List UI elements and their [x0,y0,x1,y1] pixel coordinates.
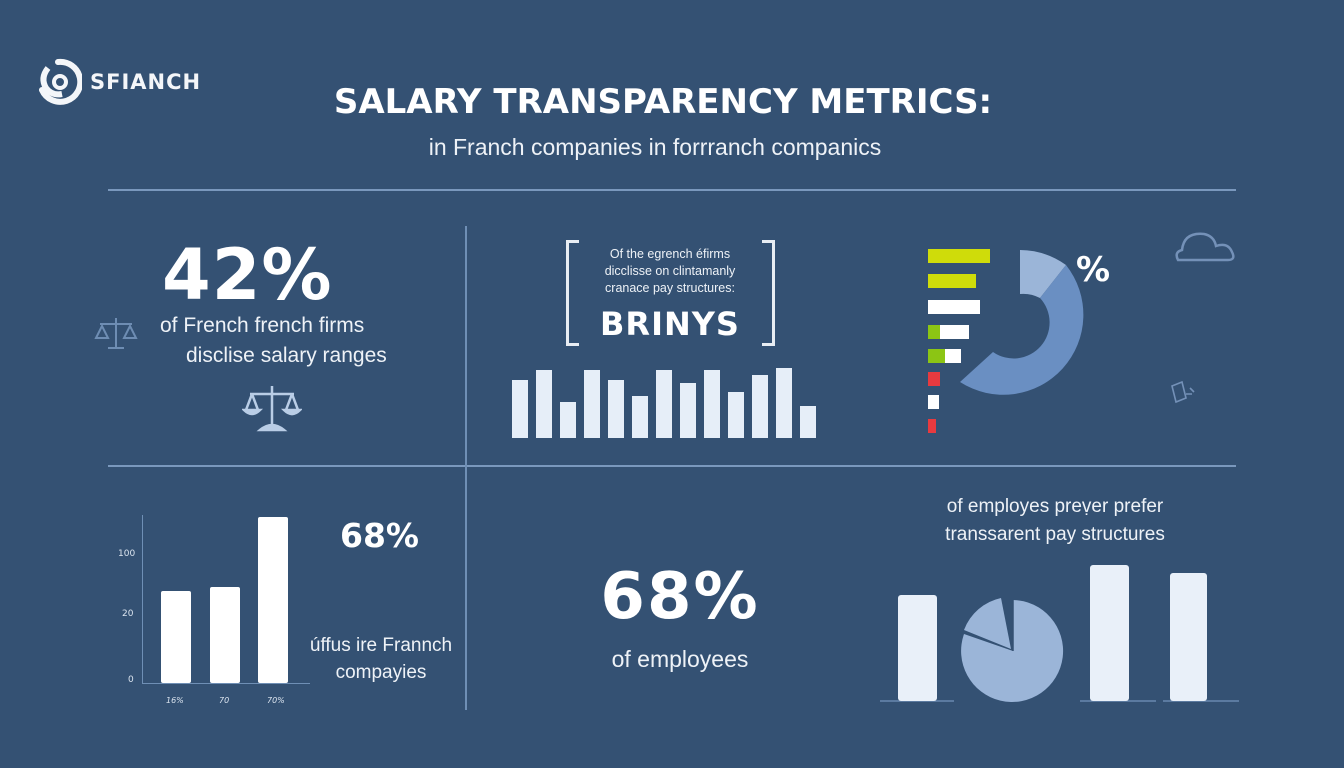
vertical-divider [465,226,467,710]
hbar [928,372,940,386]
pay-structures-line1: Of the egrench éfirms [609,247,731,261]
donut-percent-label: % [1076,250,1111,290]
scales-icon [242,386,302,432]
bar [632,396,648,438]
bar [1090,565,1129,701]
page-subtitle: in Franch companies in forrranch compani… [428,134,882,160]
bar [608,380,624,438]
pay-structures-line3: cranace pay structures: [605,281,735,295]
preference-caption-line1: of employes preṿer prefer [946,496,1164,517]
pie-chart [961,598,1064,702]
bar [512,380,528,438]
employees-caption: of employees [611,646,749,672]
hbar [928,325,969,339]
companies-caption: úffus ire Frannch compayies [296,632,466,686]
x-tick-label: 70 [219,696,230,705]
bar [800,406,816,438]
page-title: SALARY TRANSPARENCY METRICS: [333,82,993,122]
disclosure-caption-line1: of French french firms [160,314,365,337]
companies-bar-chart: 100 20 0 16% 70 70% [100,505,330,715]
left-bracket [566,240,579,346]
bar [560,402,576,438]
bar [680,383,696,438]
x-tick-label: 70% [267,696,285,705]
baseline [1080,700,1156,702]
logo-text: SFIANCH [90,70,202,94]
x-tick-label: 16% [166,696,184,705]
middle-divider [108,465,1236,467]
preference-chart [880,560,1240,710]
y-tick-label: 100 [118,549,136,559]
bar [584,370,600,438]
preference-caption-line2: transsarent pay structures [945,524,1165,545]
scales-icon-faint [94,318,138,349]
baseline [880,700,954,702]
brand-logo: SFIANCH [34,58,201,106]
pay-structures-bar-chart [512,366,828,438]
employees-value: 68% [600,560,760,634]
bar [1170,573,1207,701]
y-tick-label: 0 [128,675,134,685]
bar [656,370,672,438]
right-bracket [762,240,775,346]
bar [776,368,792,438]
companies-caption-line1: úffus ire Frannch [309,635,453,656]
y-tick-label: 20 [122,609,134,619]
cloud-icon [1175,232,1235,262]
disclosure-caption-line2: disclise salary ranges [186,344,387,367]
pay-structures-headline: BRINYS [600,305,740,343]
bar [161,591,191,683]
hbar [928,300,980,314]
companies-value: 68% [340,516,419,555]
x-axis [142,683,310,684]
donut-chart [960,250,1084,395]
top-divider [108,189,1236,191]
document-icon [1171,380,1195,404]
disclosure-value: 42% [162,234,333,316]
hbar [928,395,939,409]
bar [728,392,744,438]
y-axis [142,515,143,683]
hbar [928,274,976,288]
hbar [928,349,961,363]
companies-caption-line2: compayies [335,662,427,683]
hbar [928,419,936,433]
baseline [1163,700,1239,702]
bar [752,375,768,438]
bar [898,595,937,701]
pay-structures-line2: dicclisse on clintamanly [604,264,736,278]
swirl-logo-icon [39,58,82,105]
hbar [928,249,990,263]
bar [210,587,240,683]
bar [536,370,552,438]
bar [704,370,720,438]
bar [258,517,288,683]
